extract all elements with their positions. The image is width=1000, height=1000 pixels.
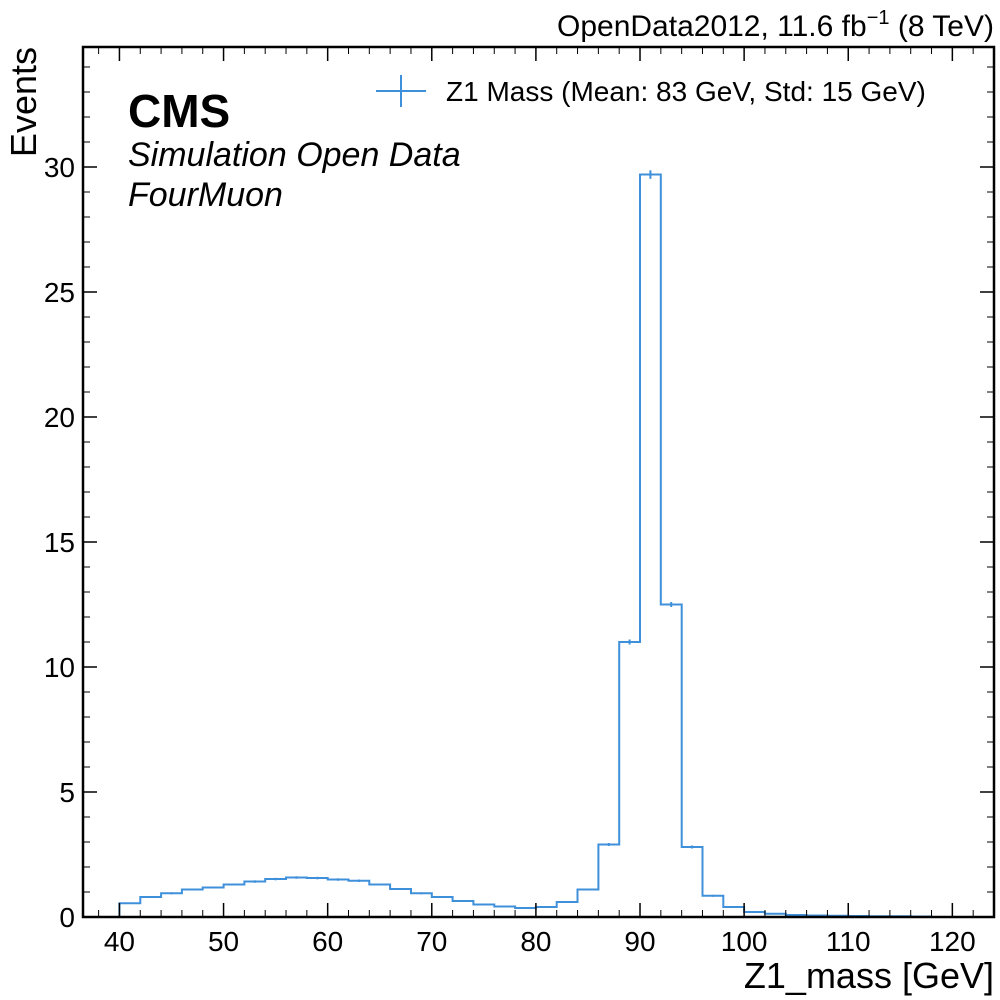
- x-tick-label: 60: [312, 926, 343, 957]
- legend: Z1 Mass (Mean: 83 GeV, Std: 15 GeV): [376, 75, 926, 107]
- y-tick-label: 5: [59, 777, 75, 808]
- histogram: [118, 170, 933, 918]
- y-tick-label: 0: [59, 902, 75, 933]
- x-tick-label: 50: [208, 926, 239, 957]
- x-tick-label: 90: [624, 926, 655, 957]
- x-tick-label: 70: [416, 926, 447, 957]
- lumi-label: OpenData2012, 11.6 fb−1 (8 TeV): [557, 7, 994, 43]
- y-tick-label: 20: [44, 402, 75, 433]
- histogram-step-line: [118, 173, 933, 918]
- x-tick-label: 40: [104, 926, 135, 957]
- x-axis-label: Z1_mass [GeV]: [744, 955, 994, 996]
- legend-entry: Z1 Mass (Mean: 83 GeV, Std: 15 GeV): [446, 76, 926, 107]
- plot-frame: [81, 45, 996, 919]
- y-axis-label: Events: [3, 47, 44, 157]
- x-tick-label: 120: [929, 926, 976, 957]
- axis-ticks: 40 50 60 70 80 90 100 110 120 0 5 10 15 20 25 30: [44, 47, 995, 957]
- channel-label: FourMuon: [128, 176, 283, 214]
- experiment-subtitle: Simulation Open Data: [128, 136, 461, 174]
- y-tick-label: 15: [44, 527, 75, 558]
- experiment-label: CMS: [128, 85, 230, 137]
- y-tick-label: 10: [44, 652, 75, 683]
- y-tick-label: 30: [44, 152, 75, 183]
- y-tick-label: 25: [44, 277, 75, 308]
- x-tick-label: 80: [520, 926, 551, 957]
- x-tick-label: 110: [826, 926, 871, 957]
- x-tick-label: 100: [721, 926, 768, 957]
